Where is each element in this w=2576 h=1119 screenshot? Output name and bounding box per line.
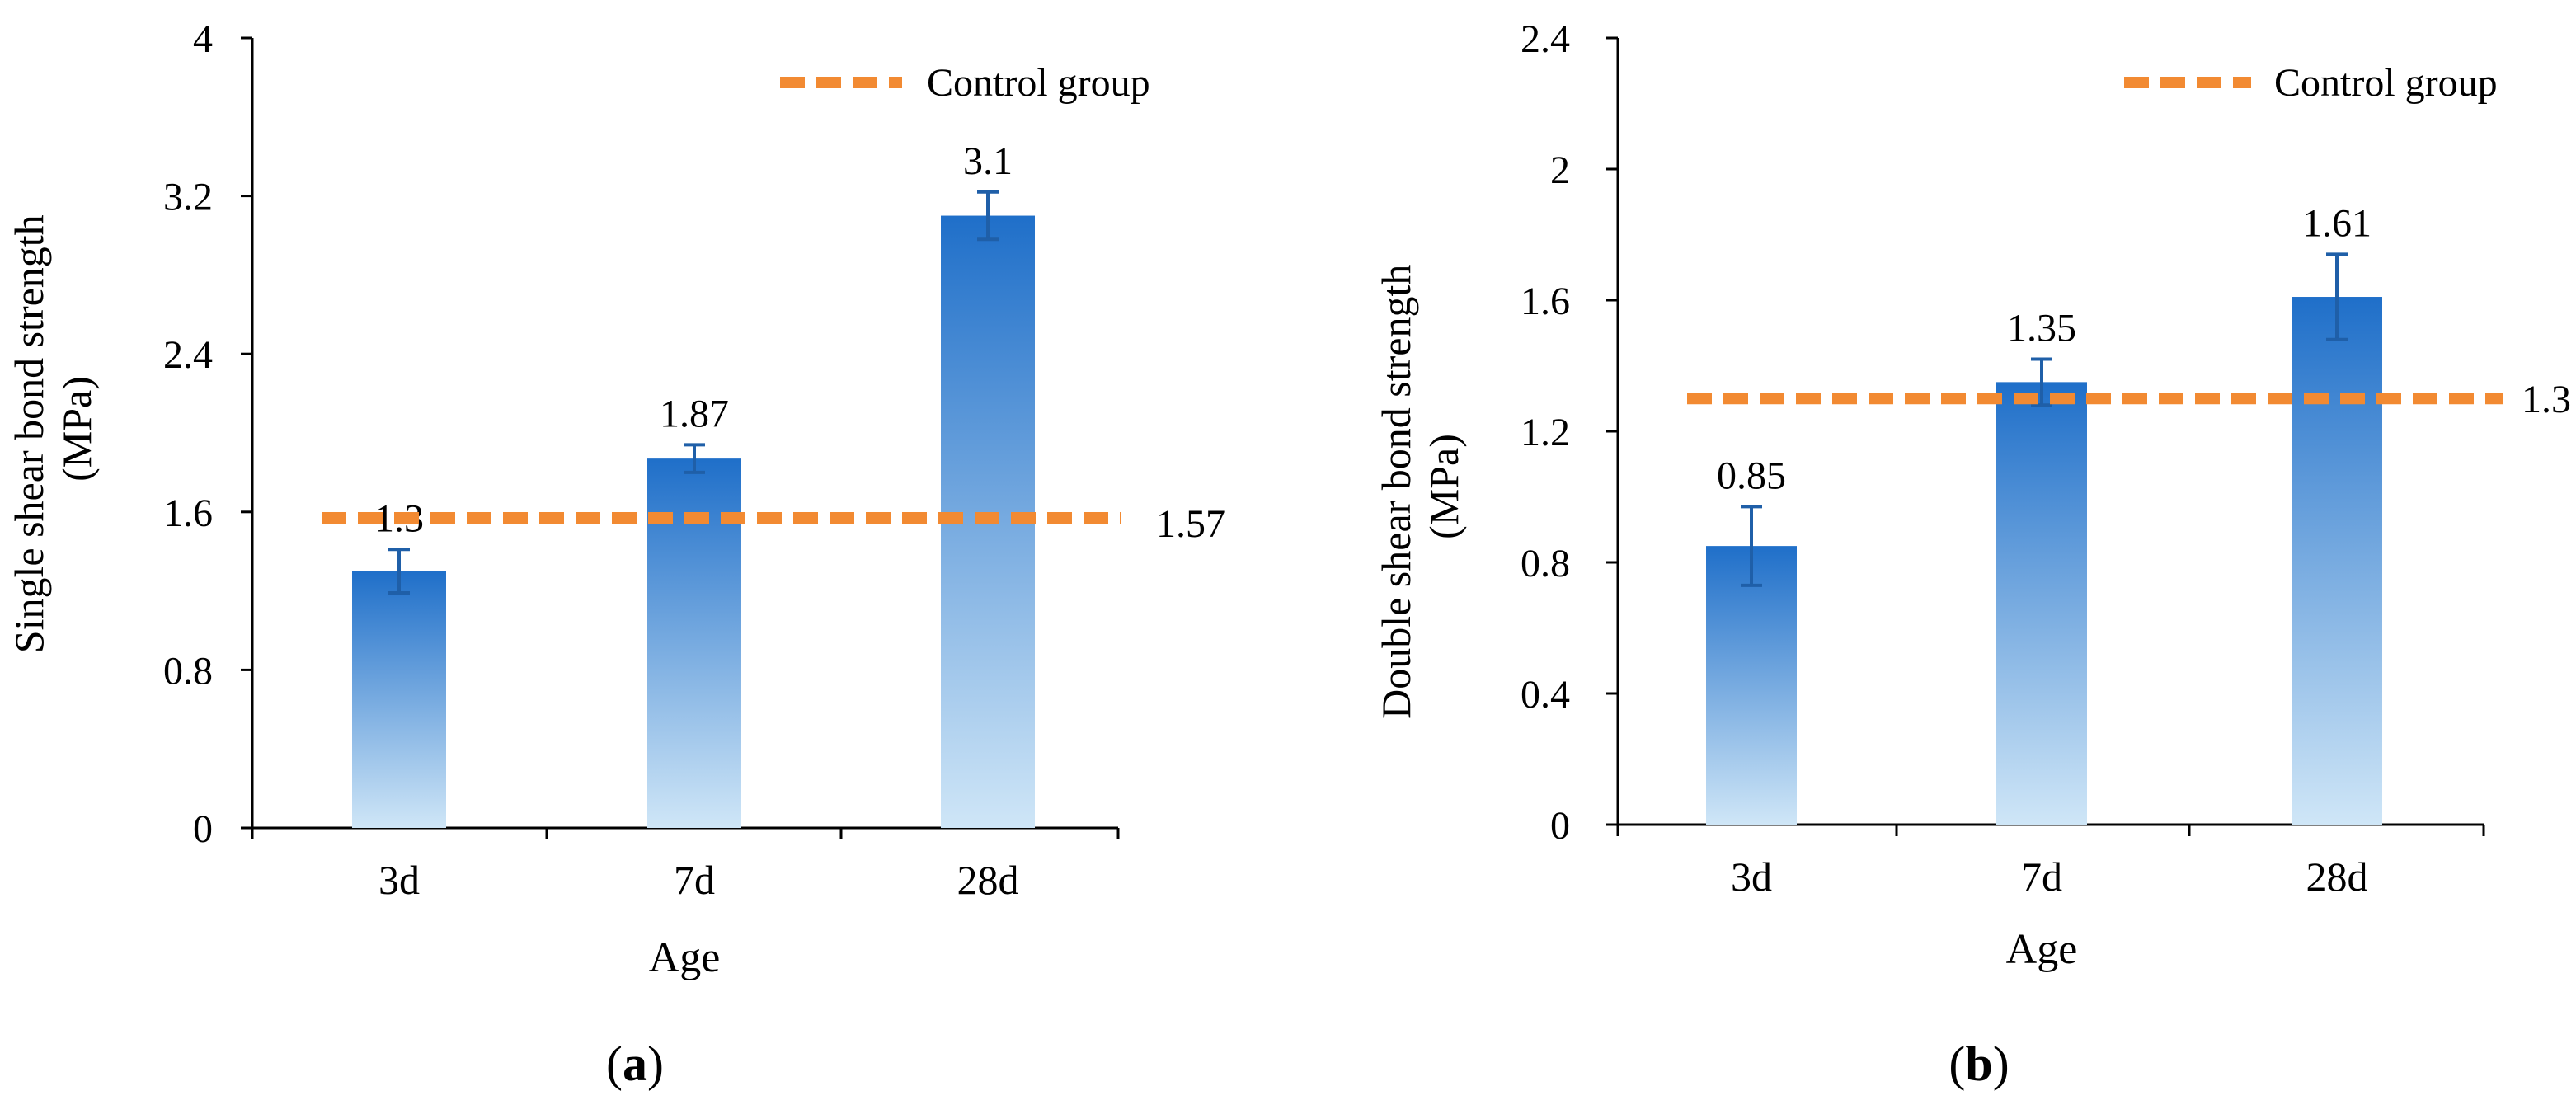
bar-b-7d (1996, 382, 2087, 825)
y-tick-label-a: 2.4 (163, 333, 213, 377)
category-label-b: 3d (1731, 853, 1772, 900)
data-label-b: 1.35 (2007, 307, 2076, 350)
category-label-a: 28d (957, 857, 1019, 903)
axes-b: 0 0.4 0.8 1.2 1.6 2 2.4 (1521, 17, 2485, 848)
y-tick-label-b: 2.4 (1521, 17, 1570, 61)
category-label-b: 28d (2306, 853, 2368, 900)
y-axis-title-b: Double shear bond strength (MPa) (1373, 254, 1467, 719)
x-axis-title-b: Age (2006, 926, 2078, 973)
chart-panel-a: 0 0.8 1.6 2.4 3.2 4 Single shear bond strengt… (6, 17, 1225, 1091)
chart-panel-b: 0 0.4 0.8 1.2 1.6 2 2.4 Double shear bond stre… (1373, 17, 2571, 1091)
bar-b-28d (2292, 297, 2382, 825)
control-value-label-b: 1.3 (2522, 378, 2571, 421)
bar-a-3d (352, 571, 446, 828)
data-label-b: 1.61 (2302, 201, 2372, 245)
y-tick-label-a: 3.2 (163, 176, 213, 219)
y-tick-label-b: 1.6 (1521, 280, 1570, 323)
category-label-a: 3d (378, 857, 420, 903)
bar-b-3d (1706, 546, 1797, 825)
data-label-b: 0.85 (1717, 454, 1786, 497)
y-axis-title-line1-a: Single shear bond strength (6, 214, 52, 653)
y-tick-label-b: 0.8 (1521, 542, 1570, 585)
x-axis-title-a: Age (649, 934, 721, 981)
y-tick-label-a: 0.8 (163, 649, 213, 693)
category-label-b: 7d (2021, 853, 2062, 900)
panel-label-a: (a) (606, 1037, 664, 1091)
data-label-a: 1.87 (660, 392, 729, 435)
panel-label-b: (b) (1948, 1037, 2009, 1091)
y-axis-title-a: Single shear bond strength (MPa) (6, 205, 100, 653)
panel-letter-b: b (1965, 1037, 1992, 1091)
legend-label-a: Control group (927, 61, 1150, 105)
y-axis-title-line2-b: (MPa) (1421, 434, 1467, 539)
category-label-a: 7d (674, 857, 715, 903)
y-tick-label-b: 1.2 (1521, 411, 1570, 454)
y-tick-label-b: 0.4 (1521, 673, 1570, 717)
y-tick-label-b: 0 (1550, 804, 1570, 848)
data-label-a: 3.1 (963, 139, 1013, 183)
panel-letter-a: a (623, 1037, 647, 1091)
y-tick-label-a: 4 (193, 17, 213, 61)
y-tick-label-a: 1.6 (163, 491, 213, 535)
y-tick-label-a: 0 (193, 807, 213, 851)
control-value-label-a: 1.57 (1156, 502, 1225, 546)
axes-a: 0 0.8 1.6 2.4 3.2 4 (163, 17, 1120, 851)
y-axis-title-line1-b: Double shear bond strength (1373, 265, 1419, 719)
legend-label-b: Control group (2274, 61, 2498, 105)
y-tick-label-b: 2 (1550, 148, 1570, 192)
y-axis-title-line2-a: (MPa) (54, 376, 100, 482)
